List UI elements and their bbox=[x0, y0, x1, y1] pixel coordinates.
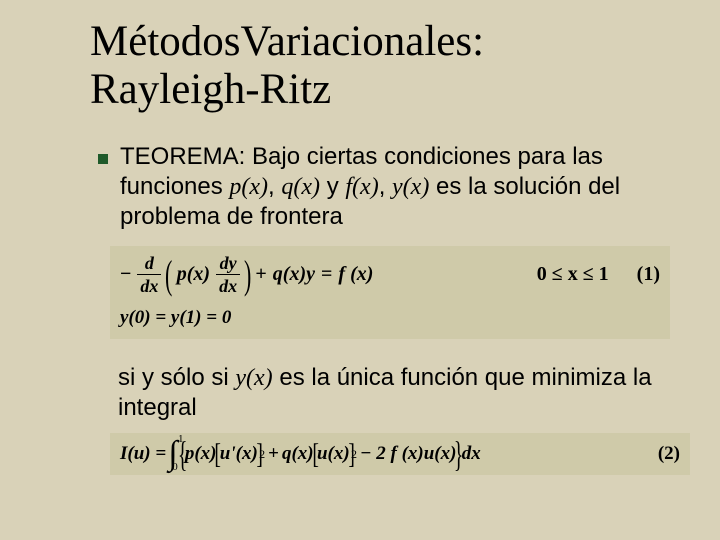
sep: , bbox=[379, 173, 392, 200]
fraction-ddx: d dx bbox=[137, 254, 161, 295]
left-brace-icon: { bbox=[177, 444, 187, 466]
integral-lower: 0 bbox=[172, 464, 178, 471]
minus-2f-term: − 2 f (x)u(x) bbox=[360, 443, 456, 465]
mid-paragraph: si y sólo si y(x) es la única función qu… bbox=[118, 363, 670, 423]
fn-f: f(x) bbox=[345, 174, 378, 200]
right-paren-icon: ) bbox=[244, 259, 251, 291]
left-bracket-icon: [ bbox=[215, 445, 222, 465]
equation-number-2: (2) bbox=[658, 443, 680, 465]
q-of-x: q(x) bbox=[282, 443, 314, 465]
plus-sign: + bbox=[255, 263, 266, 286]
slide-title: MétodosVariacionales: Rayleigh-Ritz bbox=[90, 18, 670, 114]
slide-body: TEOREMA: Bajo ciertas condiciones para l… bbox=[90, 142, 670, 475]
i-of-u: I(u) = bbox=[120, 443, 166, 465]
mid-part-1: si y sólo si bbox=[118, 364, 235, 391]
right-bracket-icon: ] bbox=[256, 445, 263, 465]
u-of-x: u(x) bbox=[317, 443, 350, 465]
fn-p: p(x) bbox=[229, 174, 268, 200]
fraction-bar-icon bbox=[216, 274, 240, 275]
plus-sign: + bbox=[268, 443, 279, 465]
equation-2-body: I(u) = ∫ 1 0 { p(x) [u'(x)]2 + q(x) [u(x… bbox=[120, 443, 481, 465]
square-bullet-icon bbox=[98, 154, 108, 164]
frac-num: dy bbox=[217, 254, 240, 272]
right-bracket-icon: ] bbox=[348, 445, 355, 465]
right-brace-icon: } bbox=[454, 444, 464, 466]
equation-2: I(u) = ∫ 1 0 { p(x) [u'(x)]2 + q(x) [u(x… bbox=[120, 443, 680, 465]
left-paren-icon: ( bbox=[165, 259, 172, 291]
equation-2-box: I(u) = ∫ 1 0 { p(x) [u'(x)]2 + q(x) [u(x… bbox=[110, 433, 690, 475]
integral-icon: ∫ 1 0 bbox=[168, 444, 177, 464]
fn-q: q(x) bbox=[281, 174, 320, 200]
fraction-bar-icon bbox=[137, 274, 161, 275]
equation-1: − d dx ( p(x) dy dx ) + q(x)y bbox=[120, 254, 660, 295]
bullet-item: TEOREMA: Bajo ciertas condiciones para l… bbox=[98, 142, 670, 232]
title-line-1: MétodosVariacionales: bbox=[90, 18, 484, 65]
p-of-x: p(x) bbox=[185, 443, 217, 465]
sep: y bbox=[320, 173, 345, 200]
equals-sign: = bbox=[321, 263, 332, 286]
dx: dx bbox=[462, 443, 481, 465]
fn-y: y(x) bbox=[392, 174, 429, 200]
sep: , bbox=[268, 173, 281, 200]
domain-text: 0 ≤ x ≤ 1 bbox=[537, 263, 609, 286]
equation-1-rhs: 0 ≤ x ≤ 1 (1) bbox=[537, 263, 660, 286]
equation-number-1: (1) bbox=[637, 263, 660, 286]
frac-den: dx bbox=[137, 277, 161, 295]
equation-1-box: − d dx ( p(x) dy dx ) + q(x)y bbox=[110, 246, 670, 339]
minus-sign: − bbox=[120, 263, 131, 286]
frac-den: dx bbox=[216, 277, 240, 295]
boundary-conditions: y(0) = y(1) = 0 bbox=[120, 307, 660, 329]
frac-num: d bbox=[142, 254, 157, 272]
equation-1-lhs: − d dx ( p(x) dy dx ) + q(x)y bbox=[120, 254, 373, 295]
f-term: f (x) bbox=[338, 263, 373, 286]
slide: MétodosVariacionales: Rayleigh-Ritz TEOR… bbox=[0, 0, 720, 540]
p-of-x: p(x) bbox=[177, 263, 210, 286]
title-line-2: Rayleigh-Ritz bbox=[90, 66, 331, 113]
fn-y: y(x) bbox=[235, 365, 272, 391]
theorem-text: TEOREMA: Bajo ciertas condiciones para l… bbox=[120, 142, 670, 232]
q-term: q(x)y bbox=[273, 263, 315, 286]
fraction-dydx: dy dx bbox=[216, 254, 240, 295]
left-bracket-icon: [ bbox=[312, 445, 319, 465]
u-prime: u'(x) bbox=[220, 443, 258, 465]
